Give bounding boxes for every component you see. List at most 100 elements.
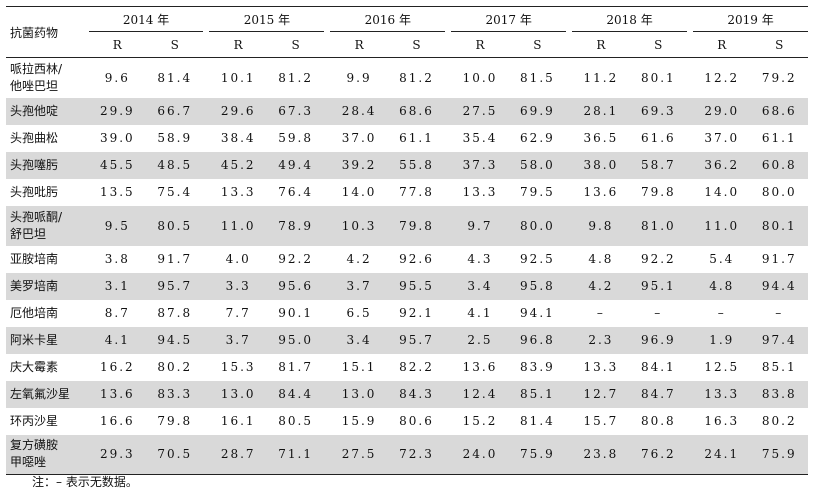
s-value-cell: 68.6	[750, 97, 808, 125]
s-value-cell: 75.9	[508, 434, 567, 475]
r-value-cell: 27.5	[330, 434, 388, 475]
year-header: 2017 年	[451, 6, 567, 32]
r-value-cell: 13.3	[693, 380, 751, 408]
r-value-cell: 4.2	[572, 272, 630, 300]
s-value-cell: 81.4	[157, 70, 193, 85]
r-header: R	[475, 37, 485, 52]
r-value-cell: 11.2	[583, 70, 619, 85]
s-value-cell: 95.1	[629, 272, 688, 300]
r-value-cell: 28.4	[330, 97, 388, 125]
s-value-cell: 92.2	[278, 252, 313, 266]
r-value-cell: 6.5	[346, 306, 372, 320]
r-value-cell: 13.6	[462, 360, 498, 374]
year-header: 2019 年	[693, 6, 808, 32]
r-value-cell: 29.6	[209, 97, 267, 125]
r-value-cell: 45.5	[88, 151, 147, 179]
s-value-cell: 81.2	[399, 70, 434, 85]
r-value-cell: 15.7	[583, 414, 619, 428]
s-value-cell: 95.7	[387, 326, 446, 354]
s-value-cell: 85.1	[508, 380, 567, 408]
s-value-cell: 78.9	[266, 205, 325, 246]
r-header: R	[233, 37, 243, 52]
s-value-cell: 92.6	[399, 252, 434, 266]
drug-column-header: 抗菌药物	[10, 25, 59, 40]
s-value-cell: 60.8	[750, 151, 808, 179]
r-value-cell: 15.2	[462, 414, 498, 428]
r-value-cell: 2.3	[572, 326, 630, 354]
s-value-cell: –	[775, 306, 784, 320]
s-value-cell: 68.6	[387, 97, 446, 125]
year-header: 2015 年	[209, 6, 325, 32]
table-row: 哌拉西林/ 他唑巴坦 9.6 81.4 10.1 81.2 9.9 81.2 10.0 81.5…	[6, 58, 808, 98]
s-value-cell: 96.8	[508, 326, 567, 354]
s-value-cell: 72.3	[387, 434, 446, 475]
r-value-cell: 16.3	[704, 414, 740, 428]
r-header: R	[717, 37, 727, 52]
s-value-cell: 84.4	[266, 380, 325, 408]
r-value-cell: 36.5	[583, 131, 619, 145]
r-value-cell: 39.2	[330, 151, 388, 179]
s-value-cell: 80.1	[750, 205, 808, 246]
year-header: 2016 年	[330, 6, 446, 32]
r-value-cell: 13.3	[583, 360, 619, 374]
table-row: 头孢曲松 39.0 58.9 38.4 59.8 37.0 61.1 35.4 62.9 36.5…	[6, 125, 808, 152]
r-value-cell: 13.0	[330, 380, 388, 408]
s-value-cell: 48.5	[146, 151, 204, 179]
s-header: S	[170, 37, 179, 52]
r-value-cell: 13.6	[583, 185, 619, 199]
drug-name-cell: 环丙沙星	[10, 413, 59, 428]
r-value-cell: 28.7	[209, 434, 267, 475]
r-value-cell: 1.9	[693, 326, 751, 354]
s-value-cell: 91.7	[157, 252, 193, 266]
drug-name-cell: 左氧氟沙星	[6, 380, 89, 408]
s-value-cell: 92.5	[520, 252, 555, 266]
s-value-cell: 61.1	[399, 131, 434, 145]
table-body: 哌拉西林/ 他唑巴坦 9.6 81.4 10.1 81.2 9.9 81.2 10.0 81.5…	[6, 58, 808, 475]
table-row: 头孢哌酮/ 舒巴坦 9.5 80.5 11.0 78.9 10.3 79.8 9.7 80.0 9…	[6, 205, 808, 246]
s-value-cell: 82.2	[399, 360, 434, 374]
drug-name-cell: 头孢吡肟	[10, 184, 59, 199]
r-value-cell: 3.1	[88, 272, 147, 300]
r-value-cell: 29.0	[693, 97, 751, 125]
s-value-cell: 61.6	[640, 131, 676, 145]
r-value-cell: 27.5	[451, 97, 509, 125]
s-value-cell: 84.1	[640, 360, 676, 374]
drug-name-cell: 头孢他啶	[6, 97, 89, 125]
r-value-cell: 12.7	[572, 380, 630, 408]
s-value-cell: 85.1	[761, 360, 797, 374]
r-value-cell: 37.0	[704, 131, 740, 145]
r-value-cell: 38.0	[572, 151, 630, 179]
s-value-cell: 87.8	[157, 306, 193, 320]
r-value-cell: 4.8	[588, 252, 614, 266]
s-value-cell: 81.5	[520, 70, 555, 85]
drug-name-cell: 亚胺培南	[10, 251, 59, 266]
s-value-cell: 80.0	[508, 205, 567, 246]
drug-name-cell: 庆大霉素	[10, 359, 59, 374]
r-value-cell: 39.0	[99, 131, 135, 145]
r-value-cell: 10.0	[462, 70, 498, 85]
s-value-cell: 92.2	[640, 252, 676, 266]
s-value-cell: 80.2	[157, 360, 193, 374]
r-value-cell: 4.8	[693, 272, 751, 300]
s-value-cell: 58.7	[629, 151, 688, 179]
r-value-cell: 4.1	[467, 306, 493, 320]
table-row: 头孢他啶 29.9 66.7 29.6 67.3 28.4 68.6 27.5 69.9 28.1…	[6, 97, 808, 125]
r-header: R	[112, 37, 122, 52]
r-value-cell: 3.4	[451, 272, 509, 300]
s-value-cell: 97.4	[750, 326, 808, 354]
s-value-cell: 76.2	[629, 434, 688, 475]
s-value-cell: 80.8	[640, 414, 676, 428]
s-value-cell: 79.8	[157, 414, 193, 428]
r-value-cell: 13.0	[209, 380, 267, 408]
r-value-cell: 2.5	[451, 326, 509, 354]
r-value-cell: 10.1	[220, 70, 256, 85]
table-header: 抗菌药物 2014 年 2015 年 2016 年 2017 年 2018 年 …	[6, 6, 808, 58]
s-value-cell: 69.9	[508, 97, 567, 125]
r-value-cell: 37.3	[451, 151, 509, 179]
s-value-cell: 95.0	[266, 326, 325, 354]
s-value-cell: 59.8	[278, 131, 313, 145]
r-value-cell: 36.2	[693, 151, 751, 179]
r-value-cell: 5.4	[709, 252, 735, 266]
s-value-cell: 61.1	[761, 131, 797, 145]
s-value-cell: 67.3	[266, 97, 325, 125]
